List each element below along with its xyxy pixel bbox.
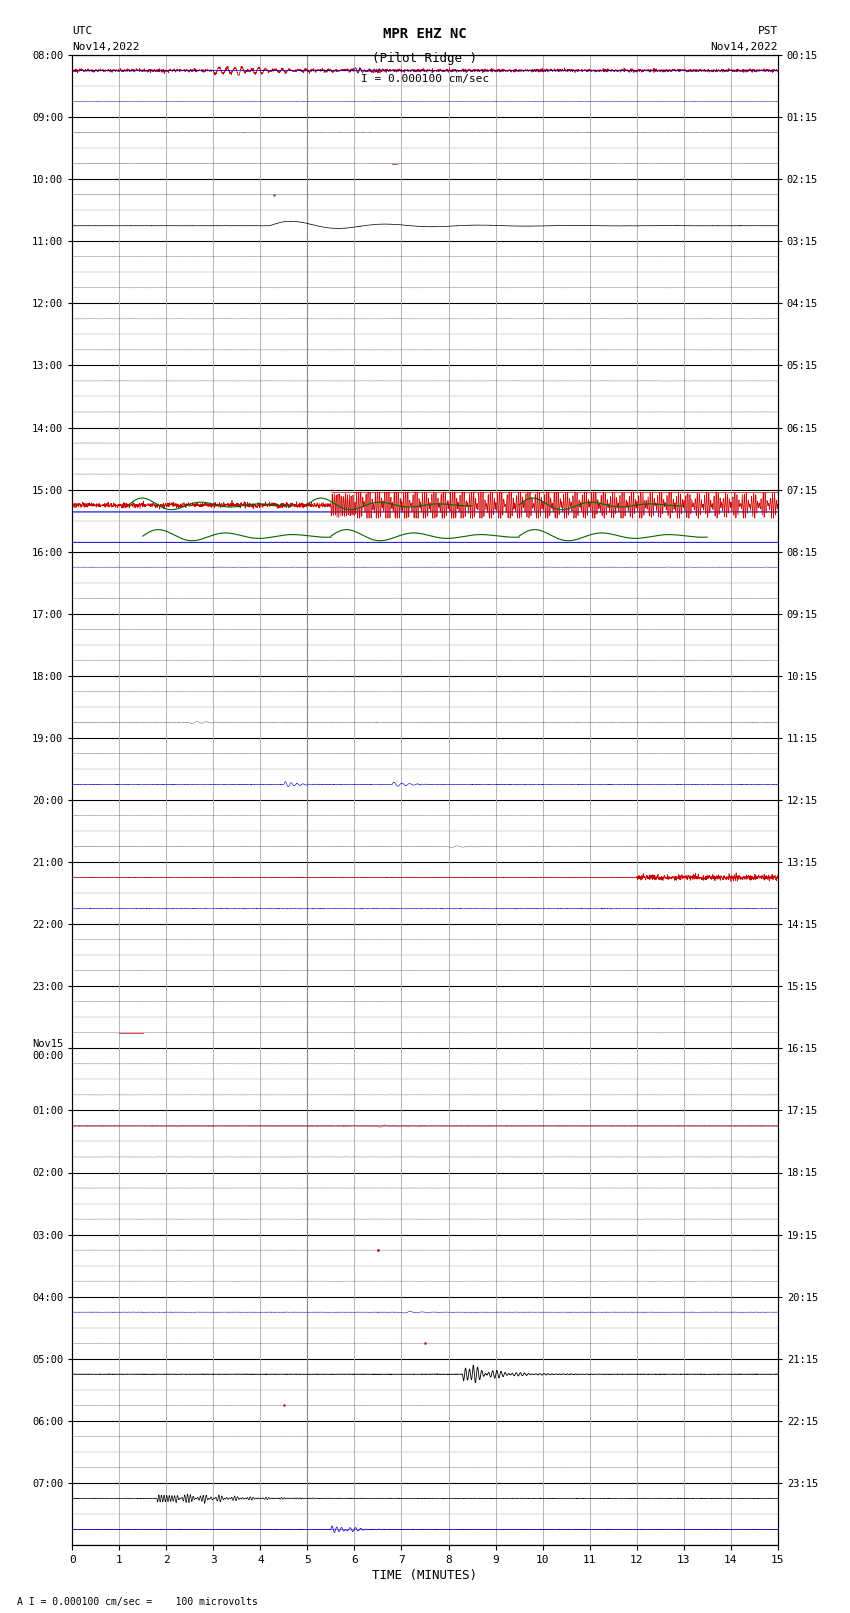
Text: Nov14,2022: Nov14,2022 xyxy=(711,42,778,52)
Text: UTC: UTC xyxy=(72,26,93,35)
Text: I = 0.000100 cm/sec: I = 0.000100 cm/sec xyxy=(361,74,489,84)
X-axis label: TIME (MINUTES): TIME (MINUTES) xyxy=(372,1569,478,1582)
Text: PST: PST xyxy=(757,26,778,35)
Text: A I = 0.000100 cm/sec =    100 microvolts: A I = 0.000100 cm/sec = 100 microvolts xyxy=(17,1597,258,1607)
Text: MPR EHZ NC: MPR EHZ NC xyxy=(383,27,467,42)
Text: Nov14,2022: Nov14,2022 xyxy=(72,42,139,52)
Text: (Pilot Ridge ): (Pilot Ridge ) xyxy=(372,52,478,65)
